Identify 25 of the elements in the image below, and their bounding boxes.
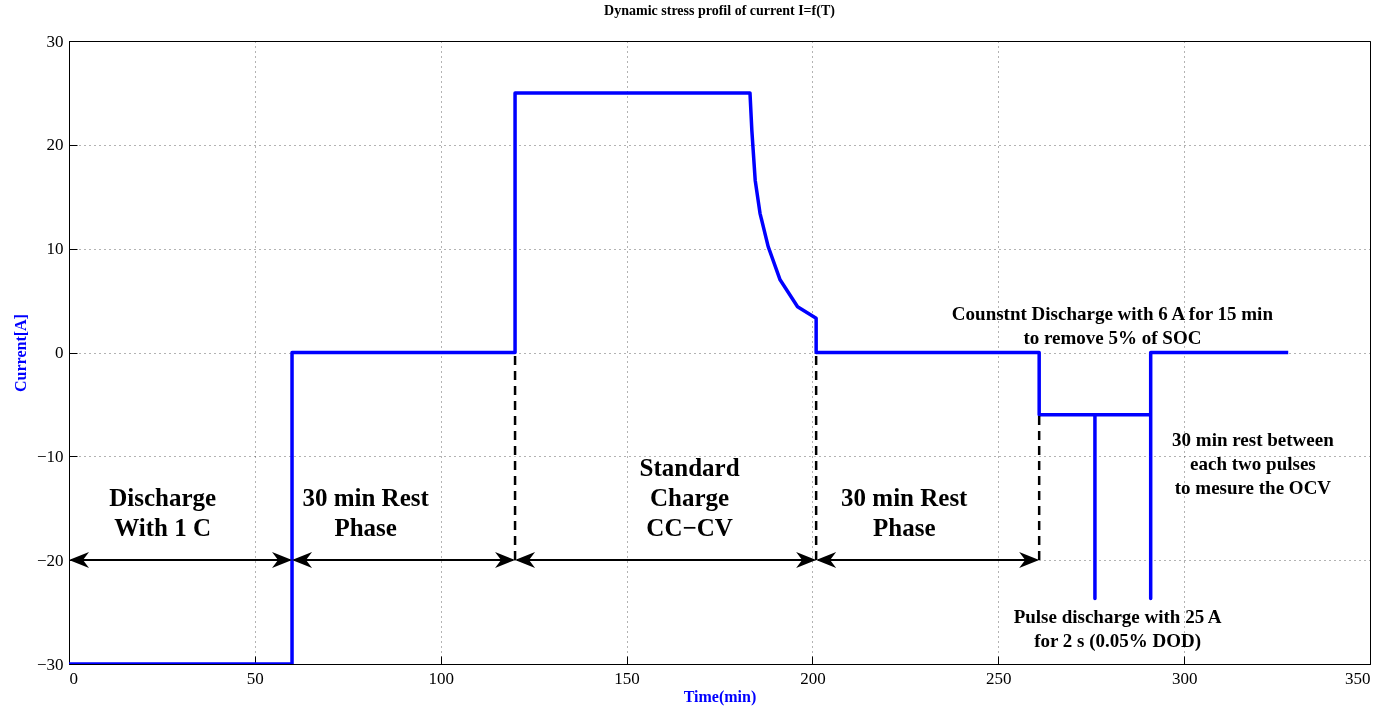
x-tick-label: 150 [614, 668, 640, 688]
x-tick-label: 300 [1171, 668, 1198, 688]
y-tick-label: 0 [55, 343, 64, 362]
x-tick-label: 0 [69, 668, 78, 688]
x-tick-label: 200 [800, 668, 826, 688]
annotation: 30 min Rest Phase [841, 483, 969, 541]
y-tick-label: −10 [36, 446, 64, 466]
y-tick-label: 30 [46, 31, 64, 51]
annotation: Standard Charge CC−CV [639, 453, 740, 541]
y-axis-title: Current[A] [11, 314, 29, 392]
annotation: Discharge With 1 C [109, 483, 217, 541]
annotation: Pulse discharge with 25 A for 2 s (0.05% DOD) [1013, 606, 1222, 653]
x-tick-label: 100 [428, 668, 454, 688]
x-axis-title: Time(min) [683, 687, 757, 706]
x-tick-label: 50 [246, 668, 264, 688]
y-tick-label: −20 [36, 550, 64, 570]
x-tick-label: 250 [986, 668, 1012, 688]
annotation: 30 min Rest Phase [302, 483, 430, 541]
y-tick-label: 10 [46, 239, 64, 259]
y-tick-label: 20 [46, 135, 64, 155]
annotation: 30 min rest between each two pulses to mesure the OCV [1172, 428, 1335, 498]
chart-title: Dynamic stress profil of current I=f(T) [604, 3, 836, 19]
annotation: Counstnt Discharge with 6 A for 15 min to remove 5% of SOC [951, 302, 1274, 348]
x-tick-label: 350 [1345, 668, 1371, 688]
y-tick-label: −30 [36, 654, 64, 674]
